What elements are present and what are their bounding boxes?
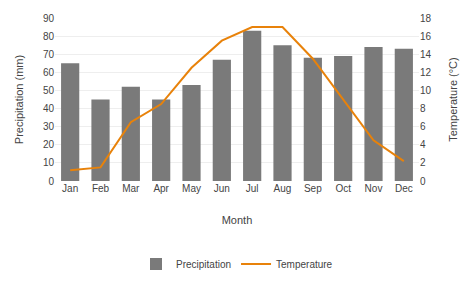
svg-text:Jun: Jun (214, 183, 230, 194)
svg-text:Precipitation (mm): Precipitation (mm) (13, 55, 25, 144)
svg-text:8: 8 (420, 103, 426, 114)
svg-text:Oct: Oct (335, 183, 351, 194)
svg-text:20: 20 (43, 139, 55, 150)
svg-text:Temperature: Temperature (276, 259, 333, 270)
svg-text:0: 0 (48, 176, 54, 187)
svg-text:18: 18 (420, 13, 432, 24)
svg-text:16: 16 (420, 31, 432, 42)
svg-text:Nov: Nov (365, 183, 383, 194)
svg-text:12: 12 (420, 67, 432, 78)
svg-text:70: 70 (43, 49, 55, 60)
svg-text:Apr: Apr (153, 183, 169, 194)
svg-text:Aug: Aug (274, 183, 292, 194)
svg-text:Jul: Jul (246, 183, 259, 194)
svg-text:Month: Month (222, 214, 253, 226)
svg-text:Precipitation: Precipitation (176, 259, 231, 270)
svg-text:2: 2 (420, 157, 426, 168)
svg-text:Mar: Mar (122, 183, 140, 194)
svg-text:6: 6 (420, 121, 426, 132)
svg-text:Temperature (°C): Temperature (°C) (447, 57, 459, 141)
svg-text:90: 90 (43, 13, 55, 24)
svg-text:Sep: Sep (304, 183, 322, 194)
svg-text:10: 10 (420, 85, 432, 96)
svg-text:30: 30 (43, 121, 55, 132)
svg-text:14: 14 (420, 49, 432, 60)
svg-text:Dec: Dec (395, 183, 413, 194)
svg-text:80: 80 (43, 31, 55, 42)
svg-text:10: 10 (43, 157, 55, 168)
svg-text:4: 4 (420, 139, 426, 150)
svg-text:Feb: Feb (92, 183, 110, 194)
svg-text:40: 40 (43, 103, 55, 114)
svg-text:60: 60 (43, 67, 55, 78)
svg-text:Jan: Jan (62, 183, 78, 194)
svg-text:50: 50 (43, 85, 55, 96)
svg-text:May: May (182, 183, 201, 194)
svg-text:0: 0 (420, 176, 426, 187)
